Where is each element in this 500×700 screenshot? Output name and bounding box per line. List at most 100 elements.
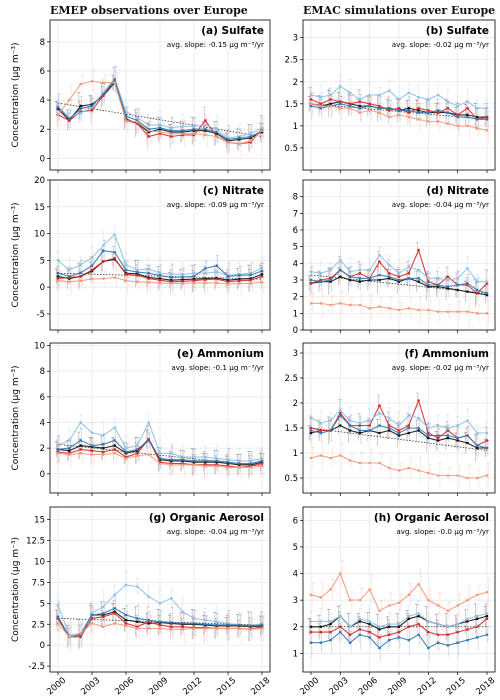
data-point [204, 127, 207, 131]
data-point [466, 310, 469, 313]
data-point [446, 609, 450, 613]
x-tick-label: 2012 [181, 676, 204, 698]
data-point [387, 307, 391, 310]
data-point [238, 274, 241, 277]
y-tick-label: 10 [34, 230, 45, 240]
data-point [397, 98, 401, 101]
data-point [79, 275, 82, 278]
data-point [79, 448, 82, 451]
data-point [407, 625, 411, 629]
data-point [147, 439, 150, 442]
data-point [475, 106, 479, 110]
y-tick-label: 0 [40, 470, 45, 480]
data-point [90, 453, 94, 456]
data-point [329, 622, 332, 626]
data-point [329, 630, 332, 634]
data-point [319, 106, 323, 110]
data-point [427, 280, 430, 283]
data-point [485, 612, 489, 615]
data-point [147, 267, 150, 271]
data-point [387, 426, 391, 430]
data-point [226, 460, 230, 464]
data-point [260, 266, 264, 270]
data-point [102, 244, 105, 247]
data-point [113, 251, 116, 254]
data-point [309, 98, 313, 101]
data-point [102, 605, 105, 608]
data-point [204, 455, 207, 459]
data-point [436, 310, 440, 313]
y-tick-label: 1 [293, 309, 298, 319]
data-point [387, 115, 391, 119]
data-point [446, 474, 450, 477]
data-point [358, 461, 362, 465]
data-point [90, 104, 94, 108]
data-point [260, 126, 264, 130]
data-point [378, 646, 381, 650]
data-point [446, 275, 450, 278]
panel-label: (d) Nitrate [426, 185, 489, 197]
y-tick-label: 0 [40, 283, 45, 293]
data-point [147, 135, 150, 138]
data-point [204, 271, 207, 275]
data-point [249, 132, 252, 135]
data-point [215, 464, 218, 468]
data-point [90, 108, 94, 112]
data-point [309, 93, 313, 97]
data-point [417, 469, 420, 472]
data-point [215, 627, 218, 630]
data-point [170, 621, 173, 624]
y-tick-label: 0 [293, 326, 298, 336]
data-point [446, 106, 450, 110]
data-point [368, 620, 371, 623]
data-point [113, 593, 116, 597]
data-point [68, 449, 71, 452]
data-point [368, 268, 371, 272]
data-point [427, 434, 430, 437]
data-point [192, 281, 196, 285]
data-point [181, 455, 184, 459]
data-point [456, 604, 459, 607]
data-point [147, 421, 150, 424]
data-point [124, 613, 128, 617]
y-tick-label: 2.5 [284, 56, 298, 66]
data-point [475, 312, 479, 315]
data-point [113, 276, 116, 279]
data-point [378, 273, 381, 277]
data-point [192, 125, 196, 128]
y-tick-label: 3 [293, 349, 298, 359]
data-point [260, 627, 264, 630]
y-tick-label: 1 [293, 649, 298, 659]
data-point [387, 622, 391, 626]
data-point [56, 106, 60, 109]
data-point [136, 585, 139, 588]
data-point [485, 446, 489, 450]
x-tick-label: 2015 [215, 676, 238, 698]
data-point [56, 615, 60, 619]
data-point [309, 620, 313, 623]
data-point [456, 622, 459, 626]
data-point [329, 278, 332, 282]
data-point [238, 459, 241, 463]
data-point [397, 622, 401, 626]
data-point [358, 628, 362, 631]
data-point [368, 419, 371, 422]
data-point [170, 451, 173, 455]
data-point [319, 625, 323, 629]
data-point [181, 627, 184, 631]
slope-annotation: avg. slope: -0.04 µg m⁻³/yr [167, 527, 264, 536]
data-point [68, 446, 71, 450]
data-point [226, 623, 230, 627]
data-point [309, 456, 313, 460]
data-point [226, 627, 230, 630]
data-point [181, 463, 184, 467]
data-point [358, 104, 362, 108]
data-point [466, 106, 469, 110]
y-tick-label: 6 [40, 393, 45, 403]
data-point [417, 633, 420, 637]
data-point [136, 280, 139, 284]
data-point [456, 113, 459, 117]
data-point [417, 416, 420, 420]
data-point [249, 624, 252, 628]
chart-panel-1: 0 2 4 6 8 (a) Sulfate avg. slope: -0.15 µg m⁻³… [11, 19, 271, 173]
